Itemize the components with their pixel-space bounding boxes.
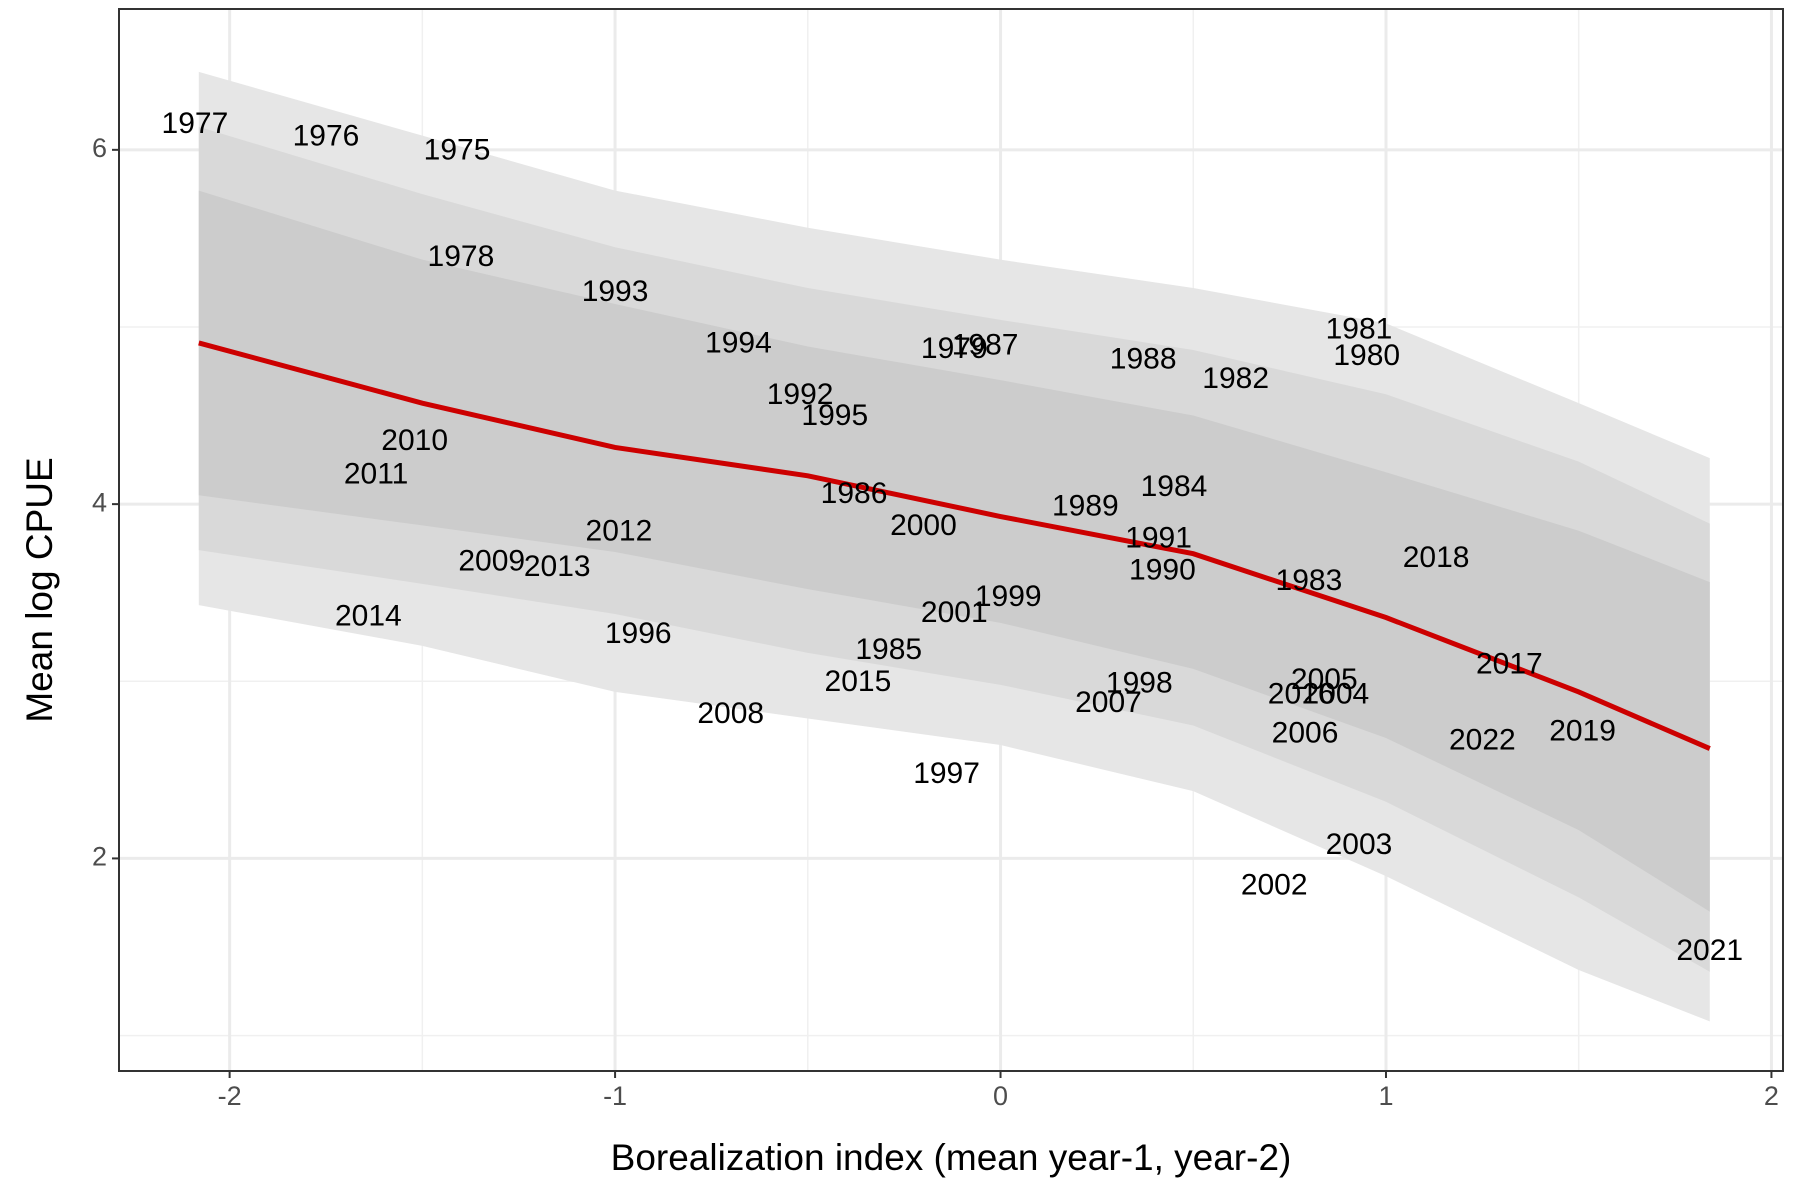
point-label: 2000	[890, 509, 957, 542]
point-label: 2007	[1075, 686, 1142, 719]
point-label: 2008	[697, 697, 764, 730]
point-label: 2004	[1302, 677, 1369, 710]
point-label: 1990	[1129, 553, 1196, 586]
point-label: 1975	[424, 134, 491, 167]
y-tick-label: 4	[92, 487, 107, 517]
point-label: 2005	[1291, 663, 1358, 696]
point-label: 1983	[1276, 564, 1343, 597]
point-label: 1992	[767, 378, 834, 411]
point-label: 1987	[952, 328, 1019, 361]
y-axis-title: Mean log CPUE	[19, 457, 60, 722]
x-tick-label: -1	[603, 1081, 627, 1111]
point-label: 1999	[975, 580, 1042, 613]
point-label: 2016	[1268, 677, 1335, 710]
point-label: 1994	[705, 327, 772, 360]
credible-band	[198, 190, 1710, 912]
x-tick-label: -2	[218, 1081, 242, 1111]
point-label: 1995	[801, 399, 868, 432]
y-tick-label: 2	[92, 842, 107, 872]
point-label: 1979	[921, 332, 988, 365]
fit-line	[198, 340, 1711, 751]
point-label: 1997	[913, 757, 980, 790]
point-label: 2018	[1403, 541, 1470, 574]
x-axis-title: Borealization index (mean year-1, year-2…	[611, 1137, 1292, 1178]
point-label: 2019	[1549, 715, 1616, 748]
plot-border	[118, 8, 1784, 1072]
point-label: 1978	[428, 240, 495, 273]
point-label: 2010	[381, 424, 448, 457]
point-label: 1993	[582, 275, 649, 308]
x-tick-label: 1	[1378, 1081, 1393, 1111]
point-label: 2014	[335, 599, 402, 632]
point-label: 1998	[1106, 667, 1173, 700]
point-label: 2022	[1449, 723, 1516, 756]
point-label: 1976	[293, 119, 360, 152]
point-label: 1981	[1326, 312, 1393, 345]
point-label: 2001	[921, 596, 988, 629]
point-label: 1982	[1202, 362, 1269, 395]
point-label: 2003	[1326, 828, 1393, 861]
point-label: 2002	[1241, 869, 1308, 902]
point-label: 1977	[162, 107, 229, 140]
point-label: 1996	[605, 617, 672, 650]
point-label: 2013	[524, 550, 591, 583]
point-label: 2006	[1272, 716, 1339, 749]
x-tick-label: 2	[1764, 1081, 1779, 1111]
point-label: 1989	[1052, 490, 1119, 523]
point-label: 2012	[586, 514, 653, 547]
point-label: 1985	[855, 633, 922, 666]
point-label: 1988	[1110, 343, 1177, 376]
point-label: 2017	[1476, 647, 1543, 680]
point-label: 1984	[1141, 470, 1208, 503]
point-label: 1991	[1125, 521, 1192, 554]
y-tick-label: 6	[92, 133, 107, 163]
point-label: 2009	[458, 545, 525, 578]
point-label: 1980	[1333, 339, 1400, 372]
point-label: 2015	[825, 665, 892, 698]
point-label: 2021	[1676, 934, 1743, 967]
x-tick-label: 0	[993, 1081, 1008, 1111]
point-label: 2011	[344, 458, 409, 491]
point-label: 1986	[821, 477, 888, 510]
